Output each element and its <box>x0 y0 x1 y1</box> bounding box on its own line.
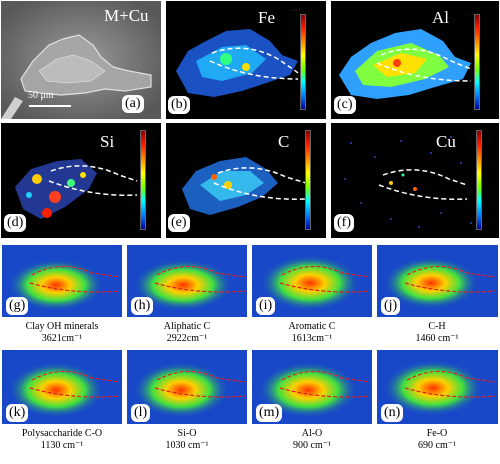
colorbar-unit-label: counts/s <box>290 8 300 12</box>
panel-i-ftir-map <box>252 245 372 317</box>
colorbar-al <box>474 14 480 110</box>
al-map-graphic <box>339 29 472 99</box>
panel-c-element-label: Al <box>432 8 449 27</box>
ftir-j-graphic <box>383 257 496 309</box>
caption-l-line1: Si-O <box>177 428 197 439</box>
panel-a-letter: (a) <box>122 95 144 113</box>
panel-f-element-label: Cu <box>436 132 456 151</box>
panel-b-fe-map <box>166 1 326 119</box>
panel-f-cu-map <box>331 123 499 238</box>
panel-f-letter: (f) <box>334 214 354 232</box>
colorbar-fe <box>300 14 306 110</box>
colorbar-cu <box>476 130 482 230</box>
caption-h-line2: 2922cm⁻¹ <box>166 333 208 344</box>
caption-j-line2: 1460 cm⁻¹ <box>415 333 459 344</box>
panel-a-sem-image <box>1 1 161 119</box>
si-map-graphic <box>15 159 138 219</box>
colorbar-c <box>305 130 311 230</box>
panel-c-letter: (c) <box>334 96 356 114</box>
scale-bar-line <box>29 105 71 107</box>
ftir-g-graphic <box>8 259 121 311</box>
caption-n-line1: Fe-O <box>426 428 448 439</box>
scale-bar-label: 50 μm <box>28 90 54 101</box>
caption-i-line2: 1613cm⁻¹ <box>291 333 333 344</box>
panel-a-element-label: M+Cu <box>104 6 149 25</box>
panel-l-letter: (l) <box>131 404 151 422</box>
cu-map-graphic <box>344 136 472 228</box>
panel-h-letter: (h) <box>131 297 154 315</box>
ftir-h-graphic <box>133 259 246 311</box>
caption-g-line2: 3621cm⁻¹ <box>41 333 83 344</box>
panel-n-letter: (n) <box>381 404 404 422</box>
panel-k-letter: (k) <box>6 404 29 422</box>
caption-m-line1: Al-O <box>301 428 323 439</box>
panel-i-letter: (i) <box>256 297 276 315</box>
caption-i-line1: Aromatic C <box>288 321 336 332</box>
caption-k-line1: Polysaccharide C-O <box>21 428 103 439</box>
panel-d-si-map <box>1 123 161 238</box>
c-map-graphic <box>182 157 307 215</box>
caption-j-line1: C-H <box>428 321 446 332</box>
ftir-m-graphic <box>258 362 371 418</box>
ftir-l-graphic <box>133 362 246 418</box>
ftir-k-graphic <box>8 362 121 418</box>
caption-h-line1: Aliphatic C <box>163 321 211 332</box>
panel-e-element-label: C <box>278 132 290 151</box>
panel-e-c-map <box>166 123 326 238</box>
panel-d-element-label: Si <box>100 132 115 151</box>
panel-j-letter: (j) <box>381 297 401 315</box>
panel-d-letter: (d) <box>4 214 27 232</box>
panel-b-letter: (b) <box>168 96 191 114</box>
panel-g-letter: (g) <box>6 297 29 315</box>
panel-b-element-label: Fe <box>258 8 275 27</box>
caption-g-line1: Clay OH minerals <box>25 321 99 332</box>
fe-map-graphic <box>176 29 299 97</box>
panel-c-al-map <box>331 1 499 119</box>
panel-l-ftir-map <box>127 350 247 424</box>
panel-e-letter: (e) <box>168 214 190 232</box>
sem-particle-graphic <box>1 1 161 119</box>
ftir-n-graphic <box>383 360 496 416</box>
ftir-i-graphic <box>260 255 371 311</box>
caption-k-line2: 1130 cm⁻¹ <box>40 440 84 451</box>
caption-l-line2: 1030 cm⁻¹ <box>165 440 209 451</box>
caption-m-line2: 900 cm⁻¹ <box>293 440 331 451</box>
panel-m-letter: (m) <box>256 404 283 422</box>
caption-n-line2: 690 cm⁻¹ <box>418 440 456 451</box>
colorbar-si <box>140 130 146 230</box>
